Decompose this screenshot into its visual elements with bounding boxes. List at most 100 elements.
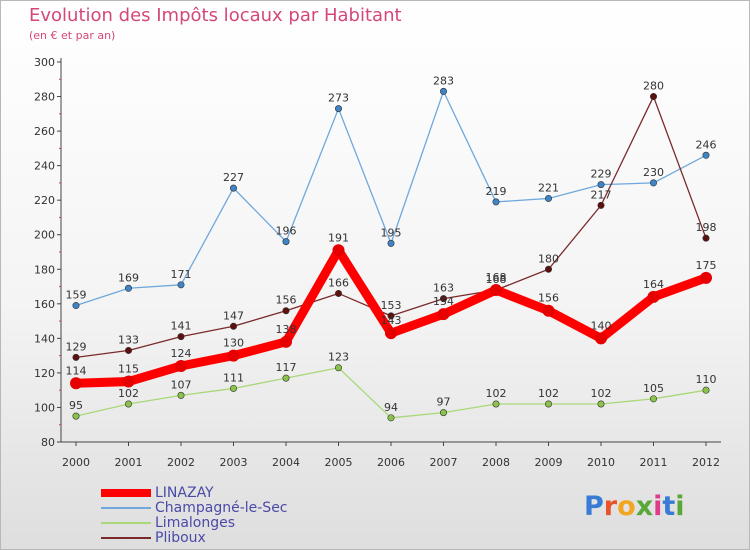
data-label: 217: [591, 188, 612, 201]
y-tick-label: 200: [34, 229, 55, 242]
data-point: [72, 302, 80, 310]
legend-swatch: [101, 489, 151, 497]
data-label: 102: [538, 387, 559, 400]
data-label: 221: [538, 181, 559, 194]
x-tick-label: 2012: [692, 456, 720, 469]
data-point: [597, 201, 605, 209]
x-tick-label: 2005: [325, 456, 353, 469]
data-point: [334, 289, 342, 297]
data-point: [282, 238, 290, 246]
series-lines: [70, 87, 712, 422]
x-tick-label: 2009: [535, 456, 563, 469]
y-tick-label: 220: [34, 194, 55, 207]
legend-swatch: [101, 537, 151, 539]
data-point: [544, 400, 552, 408]
y-tick-label: 120: [34, 367, 55, 380]
logo-letter: t: [662, 491, 676, 522]
data-point: [177, 391, 185, 399]
data-label: 191: [328, 231, 349, 244]
data-point: [649, 179, 657, 187]
data-point: [175, 360, 187, 372]
data-point: [439, 87, 447, 95]
data-label: 246: [696, 138, 717, 151]
data-point: [492, 198, 500, 206]
legend-label: Pliboux: [155, 530, 206, 546]
legend-label: Champagné-le-Sec: [155, 500, 288, 516]
data-label: 129: [66, 340, 87, 353]
data-label: 111: [223, 371, 244, 384]
data-label: 147: [223, 309, 244, 322]
logo-letter: P: [584, 491, 604, 522]
data-point: [387, 312, 395, 320]
chart-title: Evolution des Impôts locaux par Habitant: [29, 5, 402, 26]
data-label: 154: [433, 295, 454, 308]
x-tick-label: 2002: [167, 456, 195, 469]
data-point: [702, 151, 710, 159]
x-tick-label: 2011: [640, 456, 668, 469]
data-label: 117: [276, 361, 297, 374]
data-label: 102: [486, 387, 507, 400]
data-label: 105: [643, 382, 664, 395]
data-point: [700, 271, 712, 284]
x-tick-label: 2001: [115, 456, 143, 469]
data-label: 159: [66, 289, 87, 302]
data-label: 198: [696, 221, 717, 234]
data-label: 133: [118, 333, 139, 346]
data-point: [385, 327, 397, 340]
data-point: [332, 244, 345, 257]
data-point: [230, 322, 238, 330]
data-label: 141: [171, 320, 192, 333]
legend-swatch: [101, 522, 151, 524]
data-point: [647, 290, 660, 303]
data-point: [597, 400, 605, 408]
y-tick-label: 140: [34, 332, 55, 345]
data-point: [490, 284, 502, 296]
data-label: 219: [486, 185, 507, 198]
data-label: 171: [171, 268, 192, 281]
data-label: 107: [171, 378, 192, 391]
data-point: [72, 412, 80, 420]
logo-letter: x: [635, 491, 654, 522]
data-label: 227: [223, 171, 244, 184]
data-point: [122, 375, 135, 388]
data-point: [227, 349, 240, 362]
y-tick-label: 80: [41, 436, 55, 449]
data-label: 196: [276, 225, 297, 238]
data-point: [125, 346, 133, 354]
data-point: [230, 184, 238, 192]
x-tick-label: 2003: [220, 456, 248, 469]
x-tick-label: 2006: [377, 456, 405, 469]
data-label: 280: [643, 80, 664, 93]
data-point: [439, 409, 447, 417]
data-label: 156: [538, 292, 559, 305]
data-label: 102: [118, 387, 139, 400]
data-point: [649, 395, 657, 403]
y-tick-label: 300: [34, 56, 55, 69]
data-point: [177, 333, 185, 341]
data-label: 114: [66, 364, 87, 377]
x-tick-label: 2007: [430, 456, 458, 469]
data-point: [125, 284, 133, 292]
data-point: [492, 400, 500, 408]
data-point: [334, 105, 342, 113]
data-label: 123: [328, 351, 349, 364]
y-tick-label: 260: [34, 125, 55, 138]
x-tick-label: 2010: [587, 456, 615, 469]
data-point: [387, 239, 395, 247]
data-point: [437, 308, 450, 321]
y-tick-label: 280: [34, 91, 55, 104]
data-label: 124: [171, 347, 192, 360]
y-tick-label: 180: [34, 263, 55, 276]
data-label: 166: [328, 276, 349, 289]
x-tick-label: 2000: [62, 456, 90, 469]
logo-letter: r: [603, 491, 618, 522]
data-point: [597, 181, 605, 189]
data-label: 168: [486, 271, 507, 284]
data-point: [542, 304, 555, 317]
data-point: [387, 414, 395, 422]
data-point: [595, 332, 607, 345]
x-tick-label: 2008: [482, 456, 510, 469]
legend-label: Limalonges: [155, 515, 236, 531]
